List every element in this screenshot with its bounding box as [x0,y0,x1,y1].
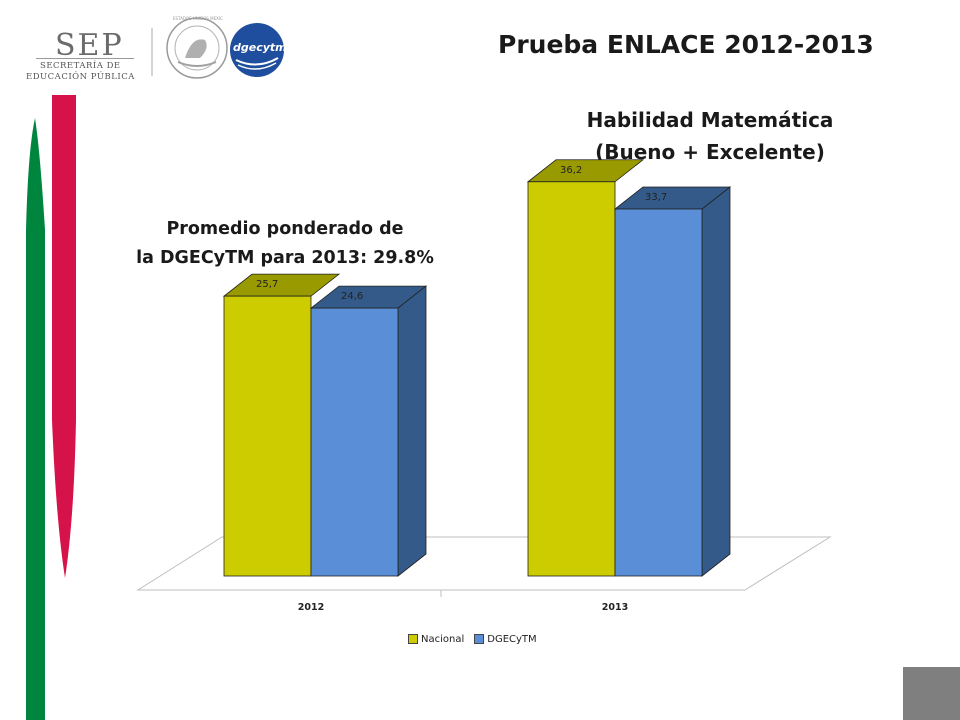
note-line-1: Promedio ponderado de [166,219,404,239]
data-label-dgecytm-2012: 24,6 [341,291,363,302]
x-tick-label-2013: 2013 [602,602,628,613]
data-label-nacional-2012: 25,7 [256,279,278,290]
bar-top-nacional-2012 [222,273,341,297]
bar-side-dgecytm-2013 [701,186,731,577]
x-tick-label-2012: 2012 [298,602,324,613]
green-ribbon [26,118,45,720]
bar-side-dgecytm-2012 [397,285,427,577]
data-label-dgecytm-2013: 33,7 [645,192,667,203]
legend-swatch-dgecytm [474,634,485,644]
sep-logo-subtitle-1: SECRETARÍA DE [40,61,121,71]
legend-item-dgecytm: DGECyTM [474,633,537,645]
mexico-seal-icon [166,17,228,79]
bar-dgecytm-2013 [614,208,703,577]
sep-logo-text: SEP [55,28,124,63]
red-ribbon [52,95,76,578]
bar-dgecytm-2012 [310,307,399,577]
sep-logo-subtitle-2: EDUCACIÓN PÚBLICA [26,72,135,82]
bar-top-nacional-2013 [526,159,645,183]
weighted-average-note: Promedio ponderado de la DGECyTM para 20… [100,215,470,273]
sep-logo-rule [36,58,134,59]
legend-label-nacional: Nacional [421,633,465,645]
page-title: Prueba ENLACE 2012-2013 [498,30,874,59]
legend-label-dgecytm: DGECyTM [487,633,537,645]
data-label-nacional-2013: 36,2 [560,165,582,176]
legend-item-nacional: Nacional [408,634,464,645]
note-line-2: la DGECyTM para 2013: 29.8% [136,248,434,268]
legend-swatch-nacional [408,634,418,644]
badge-caption: dgecytm [233,41,287,54]
seal-caption: ESTADOS UNIDOS MEXICANOS [173,16,223,21]
bar-nacional-2012 [223,295,312,577]
subtitle-line-1: Habilidad Matemática [586,108,834,132]
dgecytm-badge-icon [230,23,284,77]
corner-block [903,667,960,720]
bar-nacional-2013 [527,181,616,577]
chart-legend: Nacional DGECyTM [408,631,547,647]
